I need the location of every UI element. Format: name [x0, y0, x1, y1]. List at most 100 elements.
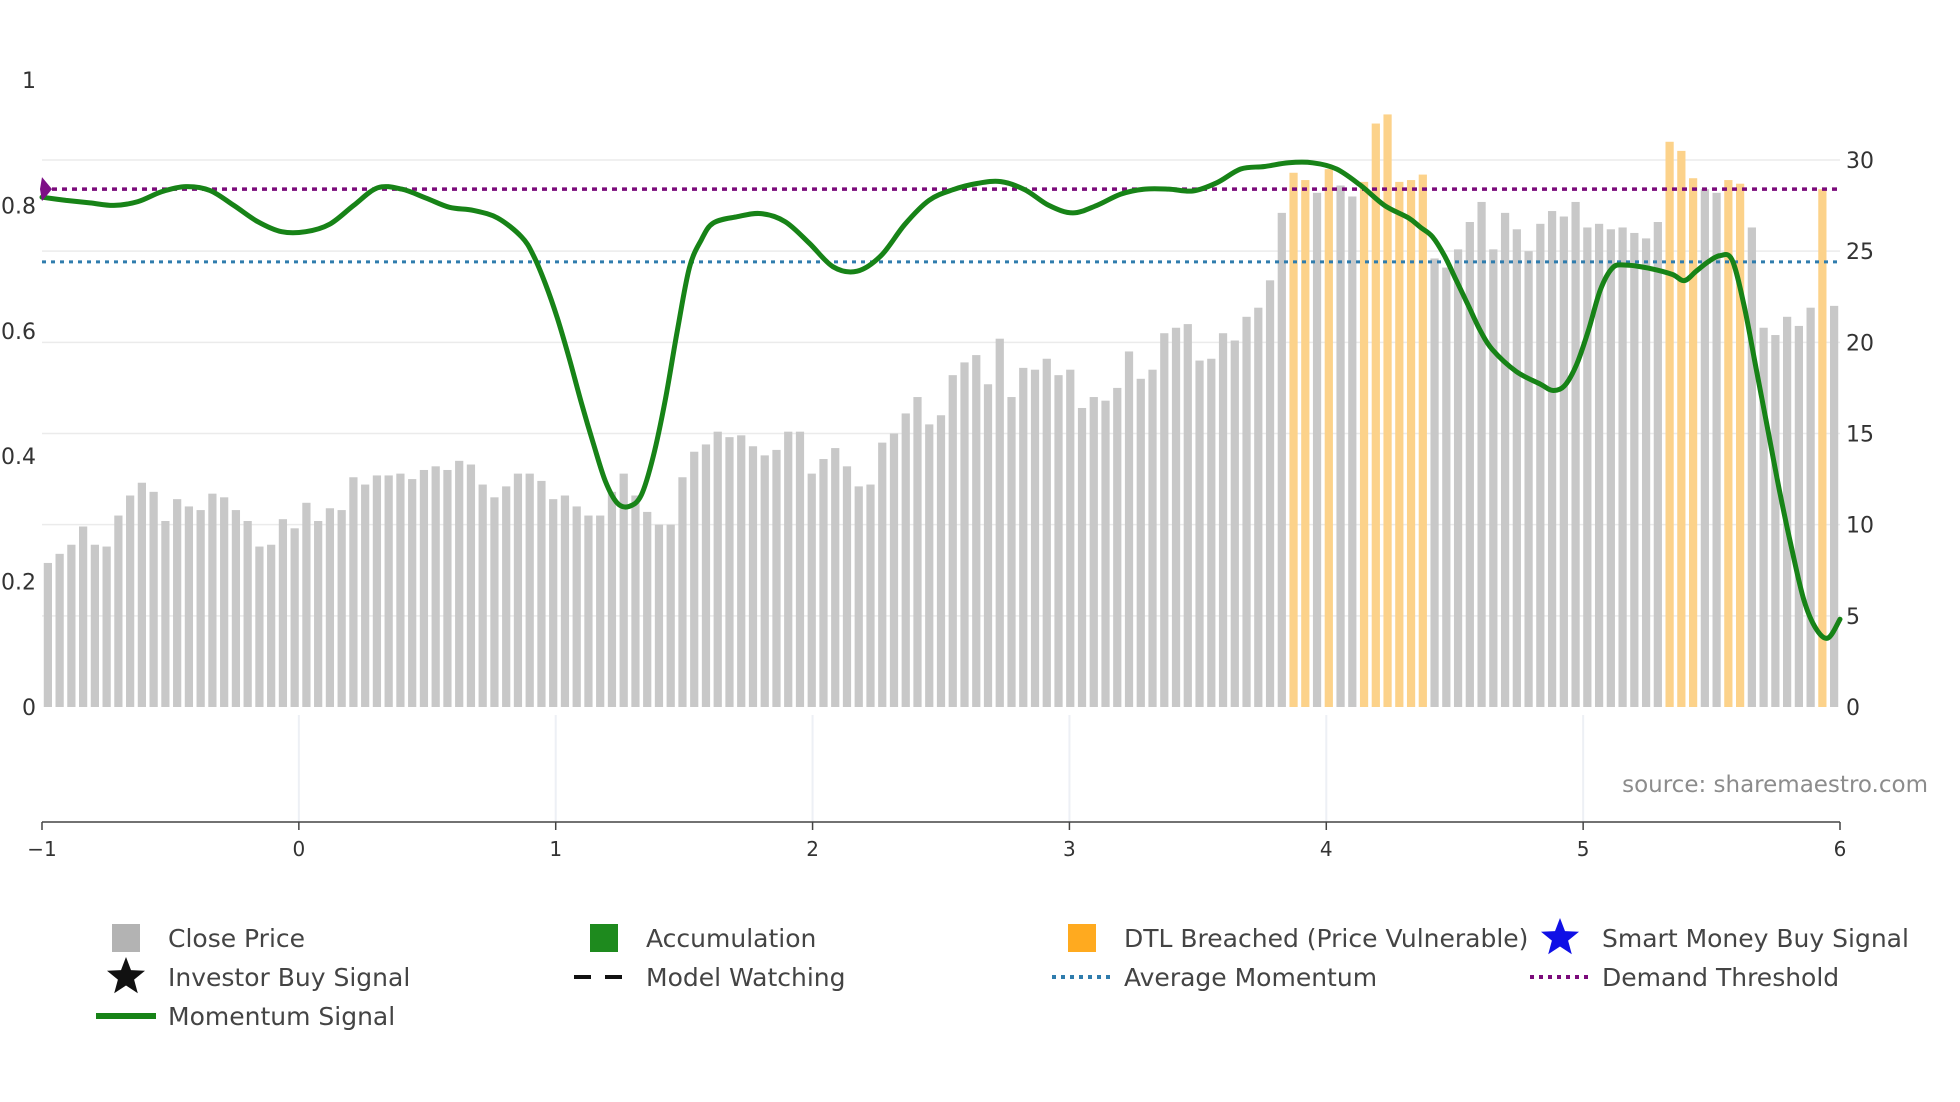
- source-label: source: sharemaestro.com: [1622, 772, 1928, 798]
- y-left-tick-label: 1: [22, 69, 36, 94]
- price-bar: [701, 444, 711, 707]
- price-bar: [831, 448, 840, 707]
- legend-label: Investor Buy Signal: [168, 963, 410, 992]
- price-bar: [643, 511, 652, 707]
- price-bar: [161, 521, 170, 707]
- price-bar: [878, 442, 887, 707]
- price-bar: [678, 477, 687, 707]
- price-bar: [1759, 327, 1768, 707]
- price-bar: [596, 515, 605, 707]
- price-bar: [1465, 221, 1474, 707]
- price-bar: [384, 475, 393, 707]
- price-bar: [666, 524, 675, 707]
- dtl-bar: [1688, 178, 1698, 707]
- signal-lines: [39, 159, 1843, 641]
- price-bar: [549, 499, 558, 707]
- price-bar: [314, 521, 323, 707]
- dtl-bar: [1418, 174, 1427, 707]
- dtl-bar: [1289, 172, 1298, 708]
- x-tick-label: 5: [1577, 837, 1590, 861]
- price-bar: [572, 506, 581, 707]
- price-bar: [1453, 249, 1463, 708]
- price-bar: [302, 502, 311, 707]
- price-bar: [1500, 212, 1510, 708]
- price-bar: [67, 544, 76, 707]
- legend-item: Momentum Signal: [96, 1002, 395, 1031]
- x-tick-label: 3: [1063, 837, 1076, 861]
- price-bar: [913, 397, 922, 707]
- price-bar: [1265, 280, 1275, 707]
- price-bar: [1477, 201, 1486, 708]
- y-left-tick-label: 0.6: [1, 320, 36, 345]
- price-bar: [948, 375, 957, 707]
- price-bar: [1489, 249, 1498, 708]
- y-left-tick-label: 0.8: [1, 194, 36, 219]
- price-bar: [1606, 229, 1615, 707]
- price-bar: [1830, 305, 1839, 707]
- y-right-tick-label: 10: [1846, 514, 1874, 539]
- legend-star-icon: [1541, 918, 1579, 955]
- price-bar: [419, 469, 429, 707]
- price-bar: [173, 499, 182, 707]
- price-bar: [654, 524, 664, 707]
- price-bar: [243, 521, 252, 707]
- legend-label: Average Momentum: [1124, 963, 1377, 992]
- legend: Close Price Accumulation DTL Breached (Pri…: [96, 918, 1909, 1031]
- price-bar: [737, 435, 746, 707]
- legend-item: Smart Money Buy Signal: [1541, 918, 1909, 955]
- price-bar: [1019, 367, 1028, 707]
- price-bar: [126, 495, 135, 707]
- price-bar: [1618, 227, 1627, 708]
- x-tick-label: 0: [292, 837, 305, 861]
- price-bar: [1077, 407, 1087, 707]
- price-bar: [1536, 223, 1545, 708]
- x-tick-label: −1: [27, 837, 56, 861]
- y-left-tick-label: 0: [22, 696, 36, 721]
- price-bar: [1218, 333, 1228, 707]
- legend-swatch: [1068, 924, 1096, 952]
- price-bar: [1653, 221, 1662, 707]
- price-bar: [455, 460, 464, 707]
- price-bar: [1007, 397, 1016, 707]
- y-right-tick-label: 30: [1846, 149, 1874, 174]
- x-tick-label: 6: [1834, 837, 1847, 861]
- price-bar: [361, 484, 370, 707]
- price-bar: [760, 455, 769, 707]
- price-bar: [255, 546, 264, 707]
- legend-item: DTL Breached (Price Vulnerable): [1068, 924, 1528, 953]
- dtl-bar: [1359, 181, 1369, 707]
- price-bar: [1277, 212, 1286, 708]
- legend-label: Smart Money Buy Signal: [1602, 924, 1909, 953]
- price-bar: [619, 473, 628, 707]
- price-bar: [1171, 327, 1181, 707]
- price-bar: [1195, 360, 1204, 707]
- price-bar: [1148, 369, 1157, 707]
- dtl-bar: [1371, 123, 1380, 708]
- price-bar: [784, 431, 793, 707]
- price-bar: [278, 519, 288, 707]
- dtl-bar: [1383, 114, 1392, 707]
- price-bar: [866, 484, 875, 707]
- price-bar: [1712, 192, 1721, 707]
- price-bar: [972, 355, 981, 707]
- y-left-tick-label: 0.4: [1, 445, 36, 470]
- price-bar: [1348, 196, 1357, 707]
- price-bar: [396, 473, 405, 707]
- price-bar: [137, 482, 147, 707]
- y-right-tick-label: 20: [1846, 331, 1874, 356]
- price-bar: [1771, 335, 1780, 707]
- price-bar: [983, 384, 993, 707]
- price-bar: [1207, 358, 1216, 707]
- price-bar: [114, 515, 123, 707]
- price-bar: [1089, 397, 1098, 707]
- legend-label: Model Watching: [646, 963, 846, 992]
- price-bar: [443, 469, 452, 707]
- price-bar: [43, 562, 52, 707]
- legend-label: Accumulation: [646, 924, 816, 953]
- price-bar: [349, 477, 358, 707]
- price-bar: [725, 437, 734, 707]
- price-bar: [537, 480, 546, 707]
- threshold-marker: [40, 177, 52, 202]
- dtl-bar: [1677, 150, 1686, 708]
